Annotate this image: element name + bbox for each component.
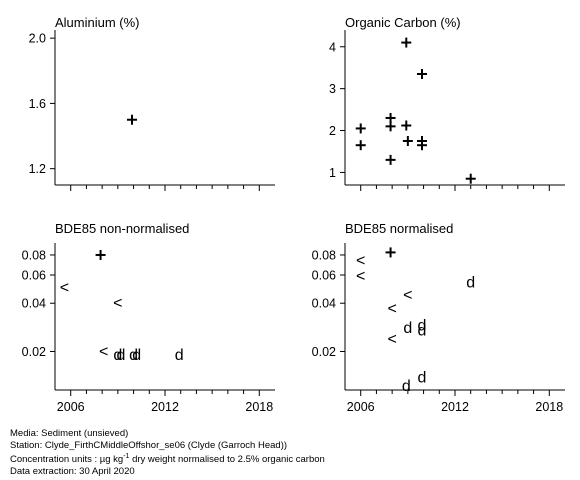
footer-notes: Media: Sediment (unsieved) Station: Clyd…: [10, 428, 325, 477]
data-point-plus: [355, 123, 366, 134]
data-point-d: d: [113, 347, 122, 364]
data-point-plus: [385, 154, 396, 165]
data-point-d: d: [418, 323, 427, 340]
data-point-d: d: [466, 274, 475, 291]
y-tick-label: 0.06: [312, 268, 336, 282]
footer-extraction: Data extraction: 30 April 2020: [10, 465, 135, 477]
data-point-d: d: [132, 347, 141, 364]
data-point-d: d: [418, 369, 427, 386]
data-point-plus: [385, 247, 396, 258]
y-tick-label: 0.02: [22, 345, 46, 359]
y-tick-label: 2: [329, 124, 336, 138]
y-tick-label: 1: [329, 166, 336, 180]
chart-panel-3: BDE85 non-normalised 0.02 0.04 0.06 0.08 2006…: [22, 221, 275, 414]
data-point-plus: [385, 112, 396, 123]
chart-panel-1: Aluminium (%) 1.2 1.6 2.0: [29, 15, 275, 191]
y-tick-label: 4: [329, 40, 336, 54]
chart-panel-4: BDE85 normalised 0.02 0.04 0.06 0.08 2006 2012…: [312, 221, 565, 414]
data-point-d: d: [418, 318, 427, 335]
y-tick-label: 0.04: [22, 297, 46, 311]
data-point-plus: [402, 136, 413, 147]
data-point-plus: [385, 121, 396, 132]
footer-units: Concentration units : µg kg-1 dry weight…: [10, 453, 325, 466]
chart-panel-2: Organic Carbon (%) 1 2 3 4: [329, 15, 565, 191]
footer-station: Station: Clyde_FirthCMiddleOffshor_se06 …: [10, 439, 288, 451]
data-point-less-than: <: [99, 343, 108, 360]
data-point-d: d: [402, 378, 411, 395]
data-point-less-than: <: [60, 280, 69, 297]
y-tick-label: 2.0: [29, 32, 46, 46]
data-point-d: d: [175, 347, 184, 364]
data-point-plus: [95, 249, 106, 260]
panel-title: Organic Carbon (%): [345, 15, 461, 30]
data-point-d: d: [129, 347, 138, 364]
data-point-less-than: <: [387, 331, 396, 348]
data-point-plus: [401, 37, 412, 48]
panel-title: Aluminium (%): [55, 15, 140, 30]
data-point-less-than: <: [113, 295, 122, 312]
data-point-d: d: [403, 320, 412, 337]
y-tick-label: 1.2: [29, 162, 46, 176]
data-point-plus: [127, 114, 137, 125]
data-point-plus: [355, 140, 366, 151]
data-point-less-than: <: [387, 301, 396, 318]
y-tick-label: 0.08: [312, 248, 336, 262]
panel-title: BDE85 normalised: [345, 221, 453, 236]
x-tick-label: 2012: [441, 400, 469, 414]
x-tick-label: 2012: [151, 400, 179, 414]
x-tick-label: 2006: [347, 400, 375, 414]
data-point-plus: [401, 120, 412, 131]
x-tick-label: 2018: [535, 400, 563, 414]
y-tick-label: 0.08: [22, 248, 46, 262]
x-tick-label: 2006: [57, 400, 85, 414]
chart-figure: Aluminium (%) 1.2 1.6 2.0 Organic Carbon (%)…: [22, 15, 565, 414]
x-tick-label: 2018: [245, 400, 273, 414]
panel-title: BDE85 non-normalised: [55, 221, 189, 236]
data-point-less-than: <: [356, 252, 365, 269]
data-point-plus: [417, 140, 427, 151]
y-tick-label: 0.06: [22, 268, 46, 282]
y-tick-label: 0.02: [312, 345, 336, 359]
y-tick-label: 3: [329, 82, 336, 96]
footer-media: Media: Sediment (unsieved): [10, 428, 129, 439]
data-point-less-than: <: [403, 287, 412, 304]
data-point-plus: [417, 68, 427, 79]
y-tick-label: 1.6: [29, 97, 46, 111]
data-point-plus: [465, 173, 476, 184]
data-point-less-than: <: [356, 268, 365, 285]
data-point-d: d: [117, 347, 126, 364]
y-tick-label: 0.04: [312, 297, 336, 311]
